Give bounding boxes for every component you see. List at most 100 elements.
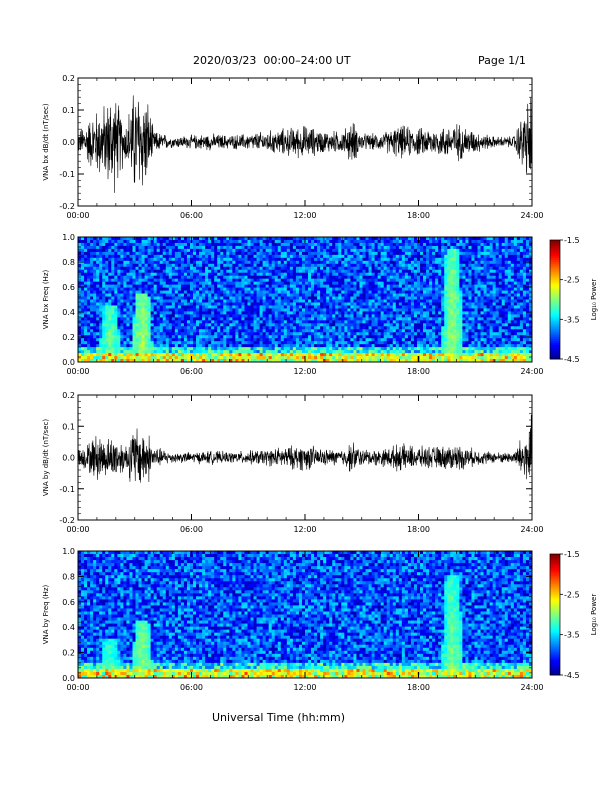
heat-cell [117, 317, 121, 321]
heat-cell [362, 275, 366, 280]
heat-cell [141, 272, 145, 277]
heat-cell [416, 305, 421, 309]
heat-cell [314, 308, 318, 312]
heat-cell [341, 248, 345, 253]
heat-cell [416, 251, 421, 256]
heat-cell [374, 329, 379, 333]
heat-cell [395, 275, 400, 280]
heat-cell [326, 257, 330, 262]
heat-cell [274, 299, 279, 303]
heat-cell [247, 305, 251, 309]
heat-cell [311, 278, 315, 283]
heat-cell [365, 269, 369, 274]
heat-cell [274, 359, 279, 363]
heat-cell [199, 323, 203, 327]
heat-cell [102, 242, 106, 247]
heat-cell [126, 329, 130, 333]
heat-cell [202, 284, 206, 288]
heat-cell [398, 272, 403, 277]
heat-cell [289, 237, 294, 241]
heat-cell [78, 284, 82, 288]
heat-cell [159, 305, 164, 309]
heat-cell [377, 251, 382, 256]
heat-cell [229, 326, 233, 330]
heat-cell [196, 266, 200, 271]
heat-cell [395, 296, 400, 300]
heat-cell [347, 239, 351, 244]
heat-cell [359, 299, 363, 303]
heat-cell [274, 263, 279, 268]
heat-cell [280, 275, 285, 280]
heat-cell [193, 323, 197, 327]
heat-cell [202, 257, 206, 262]
heat-cell [398, 263, 403, 268]
heat-cell [165, 353, 170, 357]
heat-cell [180, 347, 185, 351]
heat-cell [347, 266, 351, 271]
heat-cell [323, 302, 327, 306]
heat-cell [153, 281, 158, 286]
heat-cell [407, 335, 412, 339]
heat-cell [407, 242, 412, 247]
heat-cell [265, 320, 270, 324]
heat-cell [241, 326, 245, 330]
heat-cell [380, 245, 385, 250]
heat-cell [392, 353, 397, 357]
heat-cell [286, 326, 291, 330]
heat-cell [274, 272, 279, 277]
heat-cell [126, 242, 130, 247]
heat-cell [359, 287, 363, 291]
heat-cell [298, 320, 303, 324]
heat-cell [305, 341, 309, 345]
heat-cell [205, 341, 209, 345]
heat-cell [295, 260, 300, 265]
heat-cell [144, 341, 149, 345]
heat-cell [401, 281, 406, 286]
heat-cell [138, 359, 142, 363]
heat-cell [410, 308, 415, 312]
heat-cell [413, 275, 418, 280]
heat-cell [205, 248, 209, 253]
heat-cell [280, 341, 285, 345]
heat-cell [389, 308, 394, 312]
heat-cell [150, 290, 155, 294]
heat-cell [326, 290, 330, 294]
heat-cell [423, 329, 427, 333]
heat-cell [320, 341, 324, 345]
heat-cell [332, 311, 336, 315]
heat-cell [347, 302, 351, 306]
heat-cell [289, 242, 294, 247]
heat-cell [253, 323, 257, 327]
heat-cell [383, 308, 388, 312]
heat-cell [395, 314, 400, 318]
heat-cell [404, 284, 409, 288]
heat-cell [305, 356, 309, 360]
heat-cell [81, 326, 85, 330]
heat-cell [341, 308, 345, 312]
heat-cell [217, 251, 221, 256]
heat-cell [159, 242, 164, 247]
heat-cell [132, 347, 136, 351]
heat-cell [395, 344, 400, 348]
heat-cell [102, 341, 106, 345]
heat-cell [374, 302, 379, 306]
heat-cell [162, 257, 167, 262]
heat-cell [295, 350, 300, 354]
heat-cell [262, 272, 267, 277]
heat-cell [413, 237, 418, 241]
heat-cell [274, 251, 279, 256]
heat-cell [283, 317, 288, 321]
heat-cell [180, 251, 185, 256]
heat-cell [371, 296, 376, 300]
heat-cell [196, 350, 200, 354]
heat-cell [380, 323, 385, 327]
heat-cell [105, 299, 109, 303]
heat-cell [271, 302, 276, 306]
heat-cell [117, 257, 121, 262]
heat-cell [289, 278, 294, 283]
heat-cell [114, 341, 118, 345]
heat-cell [208, 311, 212, 315]
heat-cell [117, 353, 121, 357]
heat-cell [404, 308, 409, 312]
heat-cell [123, 287, 127, 291]
